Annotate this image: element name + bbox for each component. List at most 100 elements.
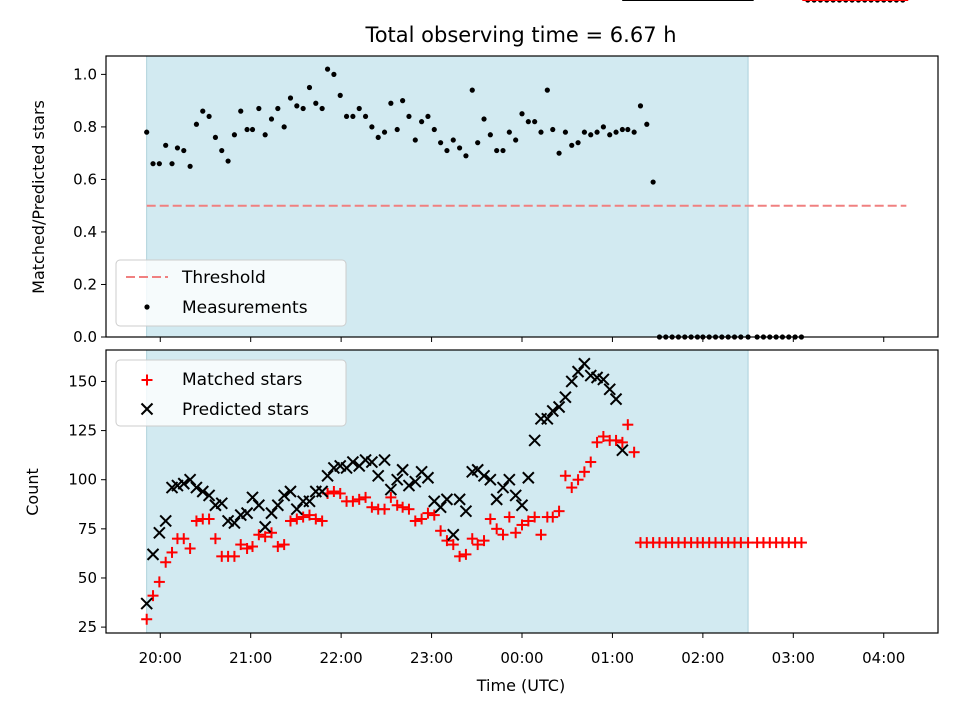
y-tick-label: 0.6 [73, 170, 97, 188]
predicted-star-point [459, 504, 473, 518]
ratio-legend: Threshold Measurements [115, 259, 347, 327]
matched-star-point [447, 539, 459, 551]
matched-star-point [379, 503, 391, 515]
measurement-point [506, 129, 512, 135]
y-tick-label: 1.0 [73, 65, 97, 83]
predicted-star-point [315, 485, 329, 498]
y-tick-label: 50 [78, 569, 97, 587]
x-tick-label: 04:00 [862, 649, 905, 667]
matched-star-point [166, 546, 178, 558]
matched-star-point [316, 515, 328, 527]
measurement-point [544, 87, 550, 93]
matched-star-point [209, 533, 221, 545]
measurement-point [569, 142, 575, 148]
matched-star-point [491, 523, 503, 535]
x-tick-label: 02:00 [681, 649, 724, 667]
measurement-point [331, 71, 337, 77]
predicted-star-point [246, 491, 259, 504]
predicted-star-point [477, 469, 491, 482]
matched-star-points [141, 0, 909, 625]
predicted-star-point [228, 516, 241, 530]
predicted-star-point [265, 506, 278, 520]
x-tick-label: 03:00 [772, 649, 815, 667]
measurement-point [469, 87, 475, 93]
measurement-point [225, 158, 231, 164]
y-tick-label: 100 [68, 471, 97, 489]
measurement-point [306, 84, 313, 91]
count-legend: Matched stars Predicted stars [115, 359, 347, 427]
legend-matched-label: Matched stars [182, 370, 302, 390]
measurement-point [275, 105, 281, 112]
predicted-star-point [434, 501, 447, 514]
predicted-star-point [396, 463, 409, 477]
measurement-point [457, 145, 463, 151]
measurement-point [594, 129, 600, 135]
predicted-star-point [190, 481, 203, 494]
measurement-point [388, 100, 394, 106]
measurement-point [144, 129, 150, 135]
measurement-point [581, 129, 588, 135]
matched-star-point [566, 482, 578, 494]
matched-star-point [516, 519, 528, 531]
predicted-star-point [290, 502, 304, 516]
predicted-star-point [321, 469, 334, 482]
predicted-star-point [509, 489, 522, 502]
predicted-star-point [303, 495, 316, 508]
measurement-point [588, 132, 594, 138]
matched-star-point [160, 556, 172, 568]
measurement-point [463, 153, 469, 159]
measurement-point [575, 140, 581, 146]
measurement-point [519, 111, 525, 117]
measurement-points [144, 0, 906, 340]
matched-star-point [435, 525, 447, 537]
matched-star-point [334, 487, 346, 499]
matched-star-point [622, 419, 634, 431]
predicted-star-point [240, 506, 254, 520]
matched-star-point [559, 470, 571, 482]
measurement-point [394, 126, 400, 133]
predicted-star-point [378, 453, 391, 467]
matched-star-point [422, 507, 434, 519]
legend-box [115, 359, 347, 427]
predicted-star-point [515, 499, 529, 512]
predicted-star-point [609, 392, 623, 406]
y-tick-label: 125 [68, 422, 97, 440]
measurement-point [343, 113, 350, 120]
predicted-star-point [177, 477, 190, 490]
x-tick-label: 00:00 [500, 649, 543, 667]
matched-star-point [141, 613, 153, 625]
matched-star-point [409, 515, 421, 527]
matched-star-point [454, 550, 466, 562]
measurement-point [494, 147, 500, 154]
matched-star-point [178, 533, 190, 545]
legend-predicted-swatch [140, 402, 154, 416]
predicted-star-point [252, 499, 266, 512]
measurement-point [319, 105, 325, 112]
measurement-point [268, 116, 275, 122]
predicted-star-point [146, 548, 160, 561]
measurement-point [231, 132, 238, 138]
measurement-point [375, 134, 381, 141]
measurement-point [256, 105, 262, 112]
matched-star-point [265, 527, 277, 539]
matched-star-point [291, 513, 303, 525]
predicted-star-point [528, 434, 541, 447]
legend-measurements-label: Measurements [182, 298, 308, 318]
matched-star-point [466, 533, 478, 545]
measurement-point [212, 134, 219, 141]
matched-star-point [203, 513, 215, 525]
matched-star-point [190, 515, 202, 527]
measurement-point [532, 119, 538, 125]
matched-star-point [397, 501, 409, 513]
measurement-point [300, 105, 306, 112]
measurement-point [481, 116, 487, 122]
predicted-star-point [384, 483, 398, 496]
measurement-point [187, 163, 193, 169]
measurement-point [637, 103, 644, 109]
predicted-star-point [159, 514, 172, 528]
measurement-point [281, 124, 287, 130]
measurement-point [381, 129, 388, 135]
predicted-star-point [284, 485, 297, 498]
predicted-star-point [597, 373, 610, 386]
measurement-point [356, 105, 362, 112]
